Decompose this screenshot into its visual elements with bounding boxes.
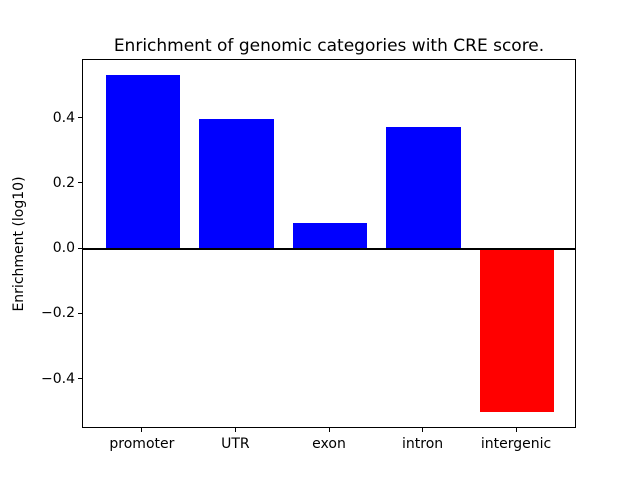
x-tick-label-intergenic: intergenic — [480, 436, 552, 452]
bar-intron — [386, 126, 461, 249]
x-tick-mark — [422, 428, 424, 432]
bar-exon — [292, 223, 368, 250]
x-tick-label-promoter: promoter — [109, 436, 175, 452]
x-tick-mark — [328, 428, 330, 432]
y-tick-label: −0.4 — [41, 370, 75, 387]
x-tick-label-intron: intron — [402, 436, 444, 452]
bar-UTR — [199, 118, 274, 250]
x-tick-mark — [234, 428, 236, 432]
y-tick-label: 0.2 — [52, 174, 75, 191]
x-tick-label-exon: exon — [312, 436, 346, 452]
y-tick-label: −0.2 — [41, 305, 75, 322]
bar-intergenic — [479, 249, 555, 413]
y-tick-label: 0.0 — [52, 240, 75, 257]
x-tick-mark — [515, 428, 517, 432]
x-tick-label-UTR: UTR — [221, 436, 250, 452]
y-tick-mark — [78, 247, 82, 249]
bar-promoter — [105, 74, 181, 250]
chart-title: Enrichment of genomic categories with CR… — [113, 36, 545, 56]
x-tick-mark — [141, 428, 143, 432]
y-tick-label: 0.4 — [52, 109, 75, 126]
y-tick-mark — [78, 378, 82, 379]
plot-area — [82, 59, 576, 428]
zero-line — [83, 248, 575, 251]
y-tick-mark — [78, 117, 82, 119]
y-tick-mark — [78, 312, 82, 314]
y-tick-mark — [78, 182, 82, 184]
